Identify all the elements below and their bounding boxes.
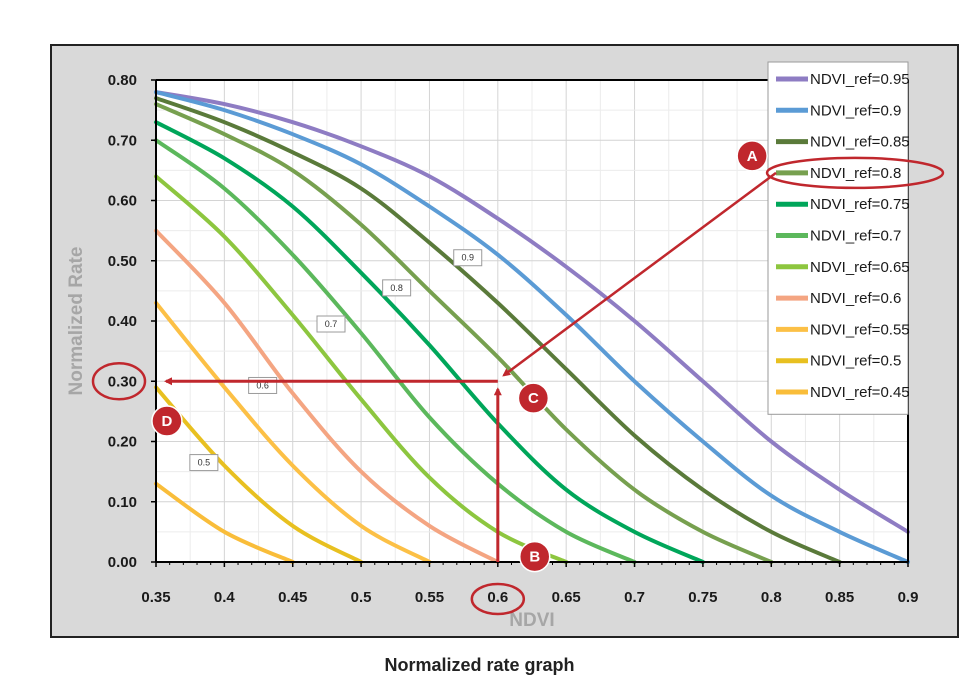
series-line-0 <box>154 90 910 534</box>
y-tick-label: 0.70 <box>108 132 137 149</box>
x-tick-label: 0.4 <box>214 589 236 606</box>
series-line-8 <box>154 300 432 564</box>
y-tick-label: 0.10 <box>108 494 137 511</box>
y-tick-label: 0.50 <box>108 253 137 270</box>
x-tick-highlight-ellipse <box>470 582 526 616</box>
marker-c-label: C <box>528 390 539 407</box>
normalized-rate-chart: 0.35 0.4 0.45 0.5 0.55 0.6 0.65 0.7 0.75 0.8 0.85 0… <box>66 61 945 631</box>
curve-label: 0.7 <box>325 319 338 329</box>
marker-a-label: A <box>747 148 758 165</box>
x-tick-label: 0.75 <box>688 589 717 606</box>
x-tick-label: 0.8 <box>761 589 782 606</box>
x-tick-label: 0.6 <box>487 589 508 606</box>
marker-d-circle <box>151 405 183 437</box>
y-tick-label: 0.40 <box>108 313 137 330</box>
legend-entry-10: NDVI_ref=0.45 <box>810 384 910 401</box>
legend-entry-9: NDVI_ref=0.5 <box>810 353 901 370</box>
legend-entry-0: NDVI_ref=0.95 <box>810 71 910 88</box>
series-line-5 <box>154 138 637 564</box>
series-line-6 <box>154 174 569 564</box>
legend-highlight-ellipse <box>765 156 945 190</box>
legend-entry-2: NDVI_ref=0.85 <box>810 134 910 151</box>
legend-entry-1: NDVI_ref=0.9 <box>810 102 901 119</box>
legend-box <box>767 61 909 415</box>
series-line-7 <box>154 228 500 564</box>
legend-entry-7: NDVI_ref=0.6 <box>810 290 901 307</box>
series-line-2 <box>154 96 842 564</box>
series-line-10 <box>154 481 295 564</box>
curve-label: 0.9 <box>461 253 474 263</box>
x-tick-label: 0.55 <box>415 589 444 606</box>
trace-arrow-legend-to-curve <box>502 171 777 377</box>
legend-entry-5: NDVI_ref=0.7 <box>810 228 901 245</box>
marker-c-circle <box>517 382 550 414</box>
y-axis-title: Normalized Rate <box>66 247 87 396</box>
curve-label-box <box>316 315 346 333</box>
marker-d-label: D <box>162 413 173 430</box>
x-tick-label: 0.9 <box>898 589 919 606</box>
x-tick-label: 0.85 <box>825 589 854 606</box>
legend-entry-8: NDVI_ref=0.55 <box>810 321 910 338</box>
figure-caption: Normalized rate graph <box>384 655 575 675</box>
legend-entry-6: NDVI_ref=0.65 <box>810 259 910 276</box>
curve-label-box <box>453 249 483 267</box>
y-tick-label: 0.30 <box>108 373 137 390</box>
y-tick-label: 0.20 <box>108 434 137 451</box>
x-axis-title: NDVI <box>509 610 554 631</box>
legend-entry-4: NDVI_ref=0.75 <box>810 196 910 213</box>
marker-b-label: B <box>529 549 540 566</box>
y-tick-highlight-ellipse <box>91 362 147 401</box>
curve-label: 0.5 <box>198 458 211 468</box>
x-tick-label: 0.45 <box>278 589 307 606</box>
y-tick-label: 0.80 <box>108 72 137 89</box>
x-tick-label: 0.7 <box>624 589 645 606</box>
curve-label-box <box>382 279 412 297</box>
marker-a-circle <box>736 140 768 172</box>
curve-label: 0.6 <box>256 380 269 390</box>
x-tick-label: 0.5 <box>351 589 372 606</box>
x-tick-label: 0.35 <box>141 589 170 606</box>
series-line-1 <box>154 90 910 564</box>
y-tick-label: 0.00 <box>108 554 137 571</box>
curve-label-box <box>189 454 219 472</box>
series-line-4 <box>154 120 705 564</box>
legend-entry-3: NDVI_ref=0.8 <box>810 165 901 182</box>
curve-label: 0.8 <box>390 283 403 293</box>
marker-b-circle <box>518 540 551 573</box>
series-line-3 <box>154 102 774 564</box>
x-tick-label: 0.65 <box>552 589 581 606</box>
y-tick-label: 0.60 <box>108 193 137 210</box>
